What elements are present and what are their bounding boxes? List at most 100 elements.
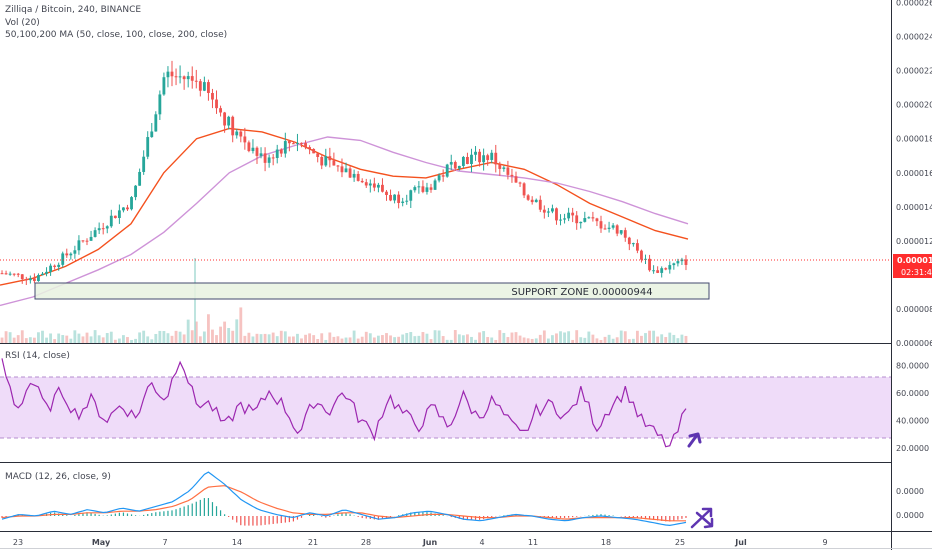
rsi-tick-label: 40.0000 (896, 417, 929, 426)
volume-bar (470, 336, 473, 343)
macd-legend: MACD (12, 26, close, 9) (5, 472, 111, 482)
candle-body (376, 184, 380, 188)
volume-bar (514, 332, 518, 343)
price-tick-label: 0.00000600 (896, 339, 932, 348)
volume-bar (227, 328, 231, 343)
candle-body (413, 187, 417, 191)
volume-bar (522, 337, 526, 343)
candle-body (429, 187, 433, 190)
candle-body (364, 182, 368, 186)
candle-body (514, 176, 518, 183)
volume-bar (385, 333, 388, 343)
volume-bar (506, 337, 510, 343)
volume-bar (389, 335, 392, 343)
volume-bars (0, 258, 688, 343)
volume-bar (77, 333, 81, 343)
last-price-tag-text: 0.00001084 (897, 256, 932, 265)
price-tick-label: 0.00000800 (896, 305, 932, 314)
volume-bar (243, 335, 247, 343)
candle-body (130, 197, 133, 210)
volume-bar (526, 338, 530, 343)
volume-bar (332, 336, 336, 343)
support-zone[interactable] (34, 282, 710, 300)
price-axis[interactable]: 0.00002600 0.00002400 0.00002200 0.00002000… (896, 0, 932, 348)
candle-body (506, 167, 510, 175)
volume-bar (85, 332, 89, 343)
candle-body (190, 76, 194, 81)
candle-body (393, 194, 397, 201)
volume-bar (340, 338, 344, 343)
candle-body (490, 152, 494, 160)
candle-body (53, 265, 57, 267)
candle-body (65, 253, 69, 256)
price-tick-label: 0.00001600 (896, 169, 932, 178)
volume-bar (563, 332, 566, 343)
volume-bar (352, 330, 356, 343)
volume-bar (8, 332, 12, 343)
volume-bar (445, 339, 449, 343)
candle-body (162, 77, 166, 95)
candle-body (300, 142, 303, 144)
vol-legend: Vol (20) (5, 18, 40, 28)
volume-bar (494, 339, 498, 343)
candle-body (510, 174, 514, 177)
volume-bar (20, 330, 24, 343)
candle-body (567, 212, 571, 219)
time-tick-label: Jul (734, 538, 747, 547)
volume-bar (251, 336, 255, 343)
volume-bar (32, 337, 36, 343)
rsi-axis[interactable]: 80.0000 60.0000 40.0000 20.0000 (896, 362, 929, 454)
candle-body (498, 164, 502, 169)
candle-body (421, 186, 425, 192)
candle-body (150, 131, 154, 138)
volume-bar (146, 336, 150, 343)
price-tick-label: 0.00001800 (896, 135, 932, 144)
volume-bar (0, 337, 4, 343)
volume-bar (368, 333, 372, 343)
candle-body (101, 228, 105, 230)
candle-body (138, 171, 142, 186)
candle-body (640, 250, 643, 260)
candle-body (381, 184, 384, 192)
volume-bar (41, 330, 44, 343)
volume-bar (267, 334, 271, 343)
volume-bar (360, 336, 364, 343)
candle-body (235, 131, 239, 136)
volume-bar (449, 339, 453, 343)
countdown-tag (893, 266, 932, 278)
macd-axis[interactable]: 0.0000 0.0000 (896, 487, 924, 520)
candle-body (405, 200, 409, 202)
signal-line (1, 485, 686, 522)
candle-body (368, 183, 372, 186)
candle-body (648, 258, 651, 271)
volume-bar (579, 337, 583, 343)
candle-body (684, 259, 688, 265)
candle-body (453, 162, 457, 169)
candle-body (134, 185, 137, 198)
volume-bar (474, 339, 477, 343)
candle-body (328, 156, 332, 161)
candle-body (332, 160, 336, 166)
volume-bar (623, 331, 627, 343)
volume-bar (478, 332, 481, 343)
candle-body (595, 218, 599, 222)
volume-bar (202, 331, 206, 343)
candle-body (611, 225, 615, 228)
volume-bar (441, 336, 445, 343)
time-axis[interactable]: 23 May 7 14 21 28 Jun 4 11 18 25 Jul 9 (13, 538, 828, 547)
volume-bar (652, 330, 656, 343)
volume-bar (376, 335, 380, 343)
volume-bar (158, 330, 162, 343)
candle-body (259, 153, 263, 156)
candle-body (263, 153, 267, 163)
volume-bar (672, 334, 676, 343)
volume-bar (190, 330, 194, 343)
volume-bar (575, 330, 579, 343)
candle-body (534, 199, 538, 203)
candle-body (591, 217, 595, 219)
candle-body (255, 147, 259, 156)
volume-bar (324, 339, 328, 343)
candle-body (401, 201, 405, 203)
candle-body (20, 274, 24, 280)
